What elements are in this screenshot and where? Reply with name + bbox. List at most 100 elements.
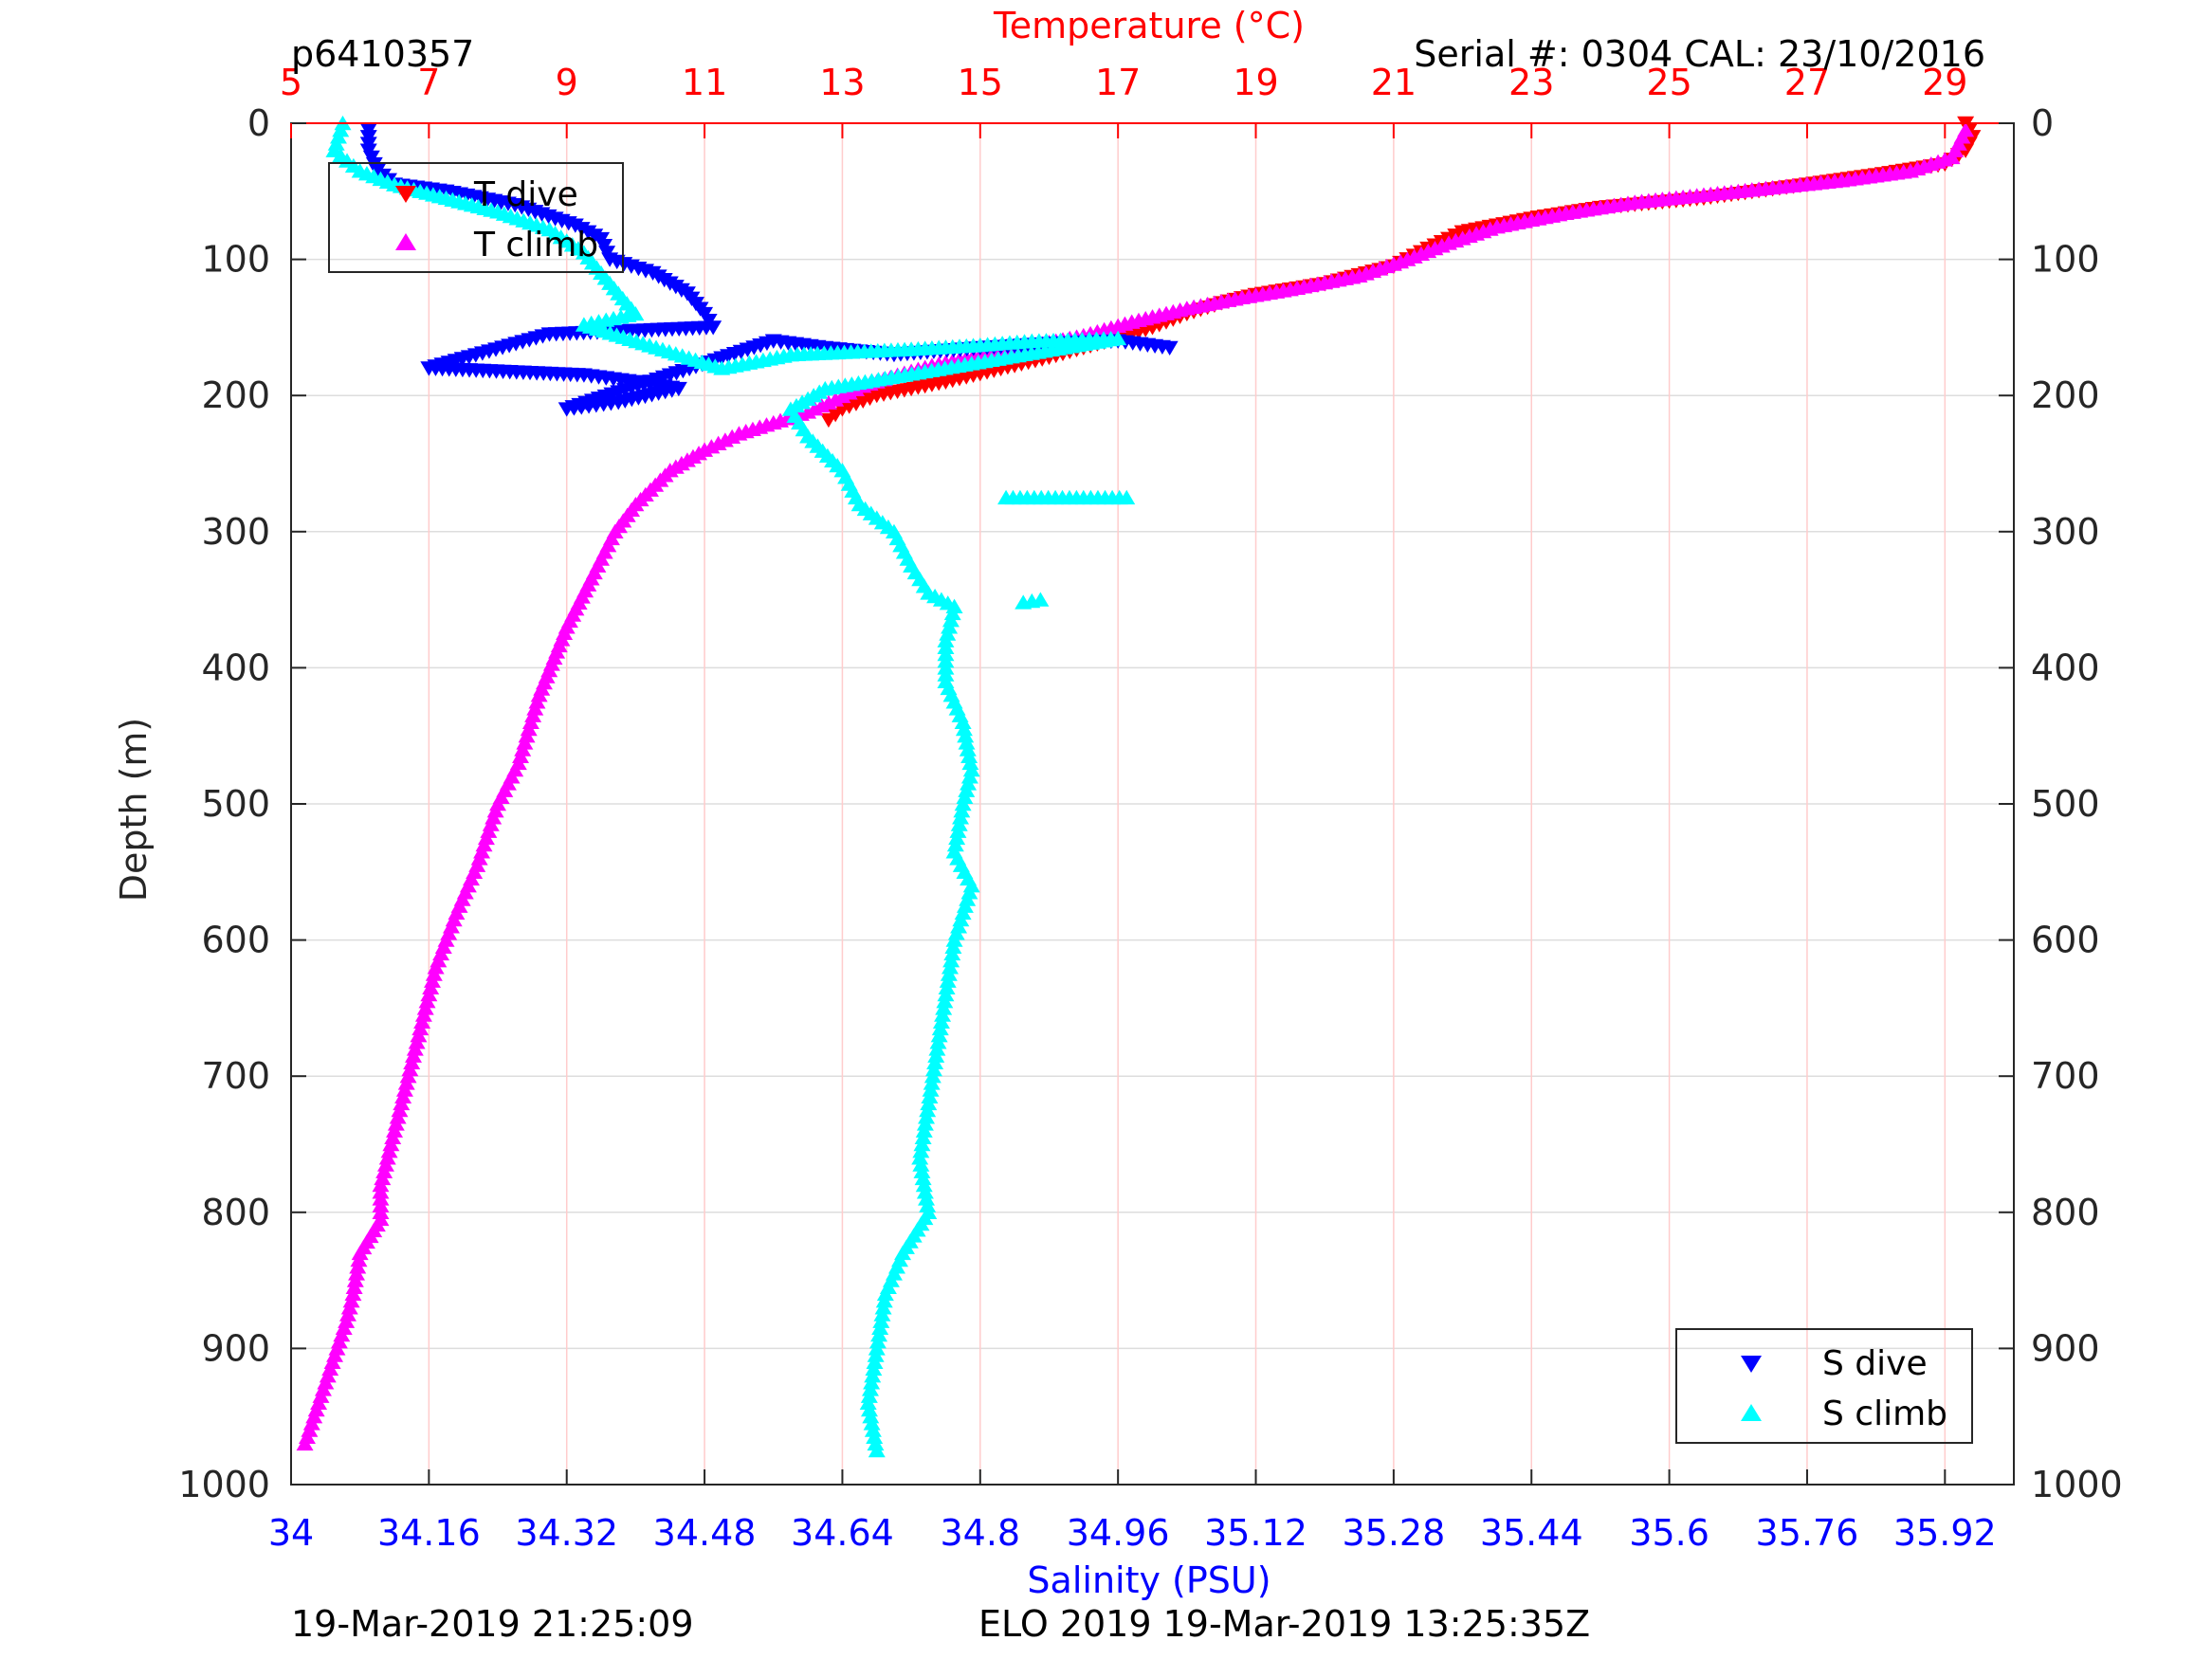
t-climb-point [298, 1429, 316, 1444]
temperature-tick-label: 11 [682, 62, 727, 103]
depth-tick-label-right: 300 [2031, 511, 2100, 553]
t-climb-point [374, 1170, 392, 1186]
legend-t-climb-marker [395, 233, 416, 250]
t-climb-point [312, 1388, 330, 1403]
t-climb-point [384, 1129, 402, 1145]
temperature-tick-label: 9 [556, 62, 578, 103]
s-climb-point [1068, 489, 1086, 505]
s-climb-point [942, 953, 960, 968]
s-climb-point [823, 379, 841, 395]
t-climb-point [610, 518, 628, 534]
s-climb-point [874, 1300, 892, 1315]
s-climb-point [937, 666, 955, 682]
s-climb-point [860, 1401, 878, 1417]
s-climb-point [939, 595, 957, 611]
t-climb-point [423, 973, 441, 988]
depth-axis-label: Depth (m) [113, 718, 155, 902]
legend-t-dive-marker [395, 186, 416, 203]
s-climb-point [860, 1388, 878, 1403]
s-climb-point [866, 1354, 884, 1369]
t-climb-point [806, 401, 824, 416]
s-climb-point [863, 1375, 881, 1390]
t-climb-point [737, 424, 755, 439]
t-climb-point [1839, 172, 1857, 187]
salinity-axis-label: Salinity (PSU) [1027, 1559, 1271, 1601]
s-climb-point [950, 816, 968, 831]
s-dive-point [547, 327, 565, 342]
temperature-tick-label: 23 [1508, 62, 1554, 103]
s-climb-point [775, 348, 793, 363]
t-climb-point [492, 789, 510, 805]
t-climb-point [560, 612, 578, 629]
s-climb-point [930, 1028, 948, 1043]
s-climb-point [921, 1088, 939, 1103]
t-climb-point [1240, 288, 1258, 303]
depth-tick-label-right: 200 [2031, 374, 2100, 416]
t-climb-point [1129, 312, 1147, 328]
s-climb-point [932, 1013, 950, 1029]
s-climb-point [1015, 334, 1033, 349]
depth-tick-label-left: 0 [247, 102, 270, 144]
s-climb-point [896, 341, 914, 356]
s-climb-point [1110, 489, 1128, 505]
s-climb-point [897, 1239, 915, 1254]
data-points [296, 115, 1982, 1458]
s-climb-point [899, 551, 917, 566]
s-climb-point [872, 1313, 890, 1328]
s-climb-point [953, 803, 971, 818]
t-climb-point [1185, 299, 1203, 315]
t-climb-point [372, 1204, 390, 1219]
t-climb-point [422, 979, 440, 995]
s-dive-point [365, 156, 383, 173]
s-climb-point [926, 1054, 944, 1070]
s-dive-point [499, 196, 517, 211]
s-climb-point [959, 741, 977, 757]
s-climb-point [861, 1381, 879, 1396]
s-climb-point [922, 1082, 940, 1097]
s-climb-point [939, 973, 957, 988]
t-climb-point [420, 986, 438, 1002]
s-climb-point [927, 1048, 945, 1063]
t-climb-point [512, 748, 530, 763]
s-climb-point [941, 619, 959, 634]
t-climb-point [833, 388, 851, 404]
t-climb-point [355, 1239, 373, 1255]
legend-temperature-box [328, 162, 624, 273]
salinity-tick-label: 34.96 [1067, 1512, 1170, 1554]
s-dive-point [672, 283, 690, 299]
s-climb-point [935, 1000, 953, 1015]
s-climb-point [378, 173, 396, 189]
s-climb-point [706, 358, 724, 374]
s-dive-point [616, 393, 634, 409]
t-climb-point [1563, 204, 1581, 219]
t-climb-point [406, 1041, 424, 1056]
s-dive-point [691, 301, 709, 317]
salinity-tick-label: 35.76 [1756, 1512, 1859, 1554]
t-climb-point [1447, 232, 1465, 248]
s-climb-point [952, 810, 970, 825]
s-climb-point [916, 1184, 934, 1199]
depth-tick-label-right: 0 [2031, 102, 2054, 144]
s-climb-point [866, 1429, 884, 1444]
t-climb-point [378, 1150, 396, 1165]
s-dive-point [586, 228, 604, 244]
t-dive-point [943, 373, 961, 389]
t-climb-point [397, 1075, 415, 1090]
s-climb-point [934, 1007, 952, 1022]
t-climb-point [395, 1082, 413, 1097]
s-dive-point [559, 216, 577, 231]
s-climb-point [961, 755, 979, 771]
s-climb-point [919, 1197, 937, 1212]
s-climb-point [327, 136, 345, 151]
s-dive-point [568, 368, 586, 383]
t-climb-point [375, 1163, 393, 1178]
legend-salinity-box [1675, 1328, 1973, 1444]
t-climb-point [589, 557, 607, 573]
salinity-tick-label: 34.16 [377, 1512, 481, 1554]
s-climb-point [923, 1075, 941, 1090]
t-climb-point [408, 1034, 426, 1049]
t-dive-point [840, 399, 858, 414]
t-climb-point [1947, 142, 1965, 157]
s-climb-point [913, 1163, 931, 1178]
t-climb-point [394, 1088, 412, 1103]
